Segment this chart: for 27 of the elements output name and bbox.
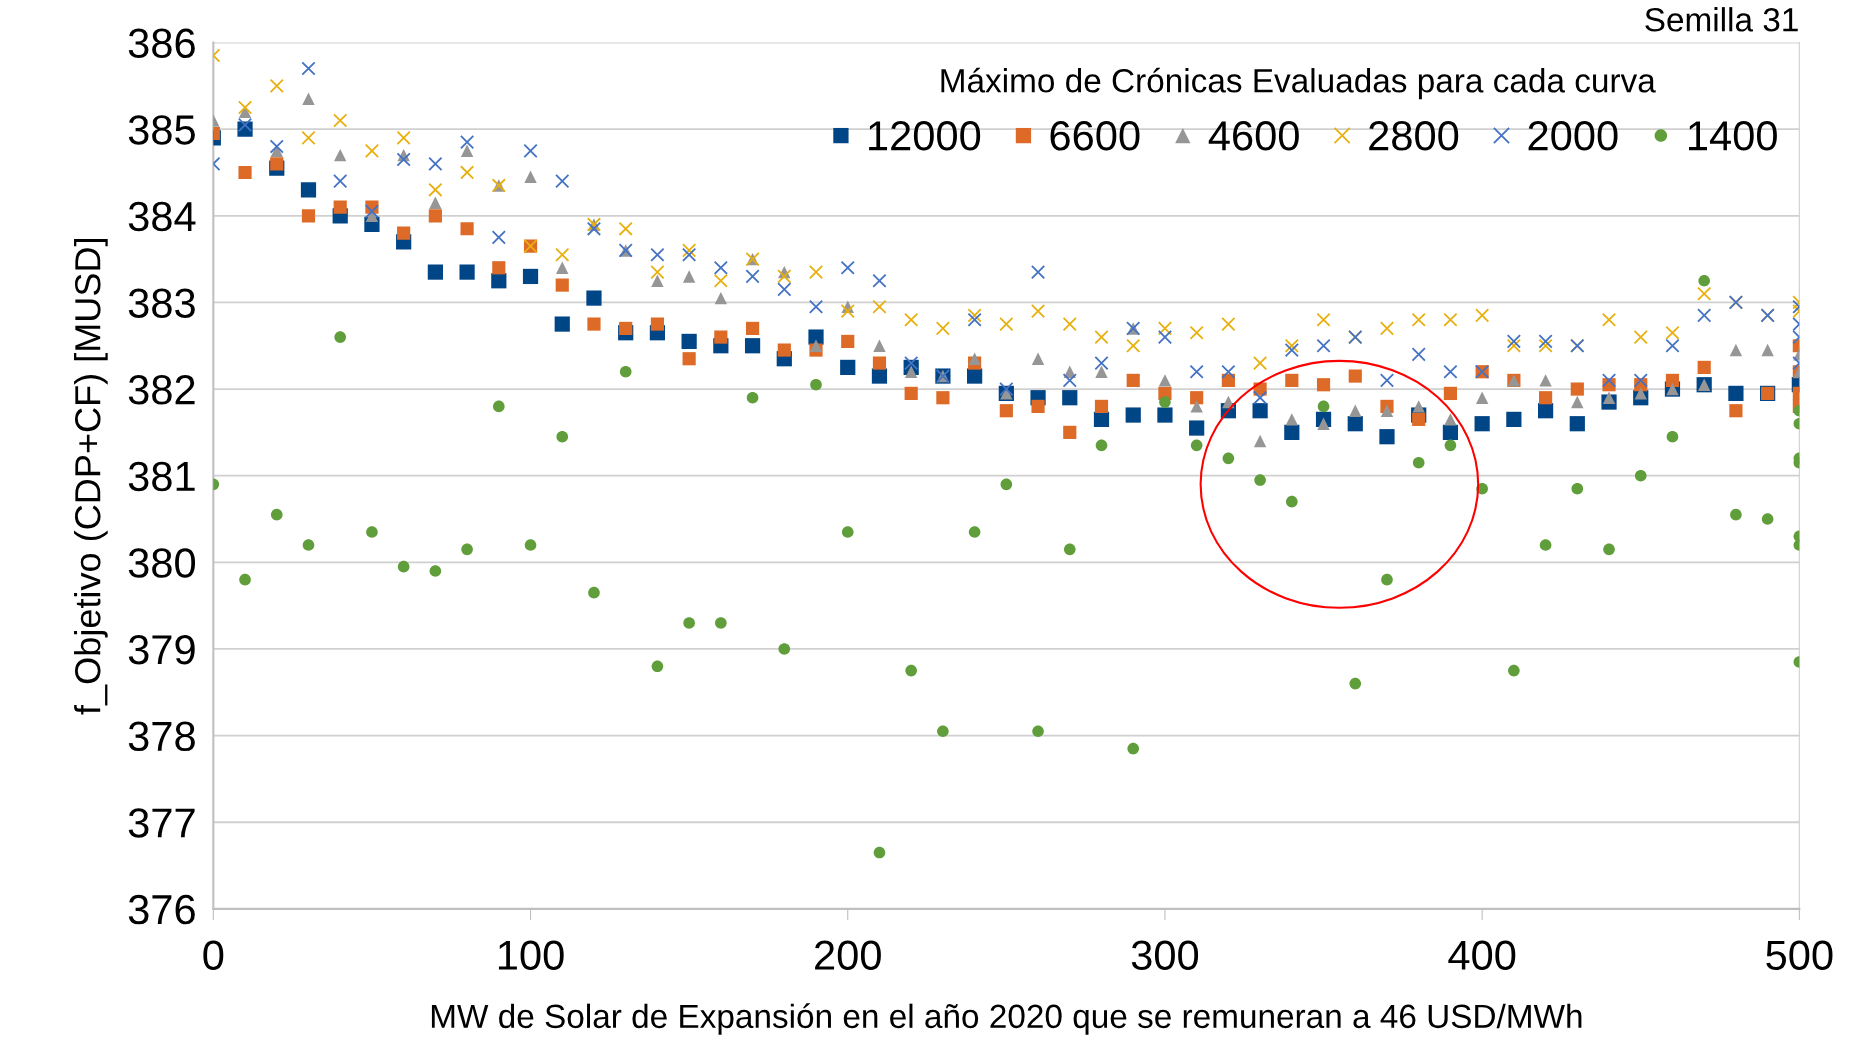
y-tick-label: 381 [128,461,195,492]
y-tick-label: 378 [128,721,195,752]
y-axis-title: f_Objetivo (CDP+CF) [MUSD] [74,238,108,715]
y-tick-label: 377 [128,808,195,838]
text: Semilla 31 [1645,7,1798,32]
y-tick-label: 379 [128,634,195,665]
x-tick-label: 0 [203,940,224,971]
legend-label: 2800 [1369,121,1459,151]
x-tick-label: 100 [498,940,564,971]
x-axis-title: MW de Solar de Expansión en el año 2020 que se remuneran a 46 USD/MWh [431,1003,1582,1035]
x-tick-label: 200 [815,940,881,971]
x-tick-label: 400 [1448,940,1516,971]
y-tick-label: 384 [128,201,196,232]
legend-label: 2000 [1528,121,1618,151]
y-tick-label: 385 [128,115,195,145]
legend-label: 12000 [869,121,981,151]
x-tick-label: 300 [1131,940,1199,971]
x-tick-label: 500 [1766,940,1833,971]
legend-label: 6600 [1050,121,1140,151]
y-tick-label: 380 [128,548,196,578]
y-tick-label: 383 [128,288,195,318]
legend-label: 1400 [1689,121,1777,151]
y-tick-label: 382 [128,375,195,405]
y-tick-label: 386 [128,28,195,59]
legend-label: 4600 [1208,121,1299,151]
y-tick-label: 376 [128,894,195,925]
legend-title: Máximo de Crónicas Evaluadas para cada curva [941,67,1656,100]
